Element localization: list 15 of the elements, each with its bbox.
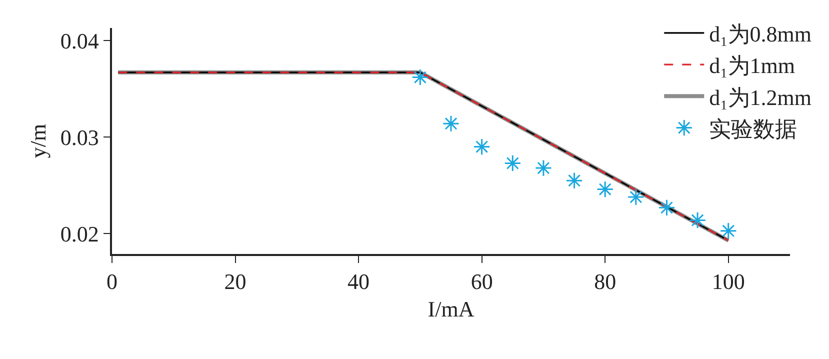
x-tick-label: 60	[470, 269, 493, 294]
legend-label: d₁为1mm	[709, 53, 796, 78]
legend-label: d₁为1.2mm	[709, 84, 812, 110]
x-tick-label: 80	[594, 269, 616, 294]
x-tick-label: 20	[224, 269, 246, 294]
x-tick-label: 0	[106, 269, 118, 294]
y-tick-label: 0.03	[60, 124, 99, 150]
legend-label: 实验数据	[709, 116, 798, 142]
x-tick-label: 40	[348, 269, 370, 294]
y-axis-title: y/m	[26, 124, 51, 158]
y-tick-label: 0.04	[60, 28, 99, 54]
x-tick-label: 100	[712, 269, 745, 294]
x-axis-title: I/mA	[428, 296, 474, 322]
legend-label: d₁为0.8mm	[709, 22, 812, 47]
y-tick-label: 0.02	[60, 221, 99, 246]
